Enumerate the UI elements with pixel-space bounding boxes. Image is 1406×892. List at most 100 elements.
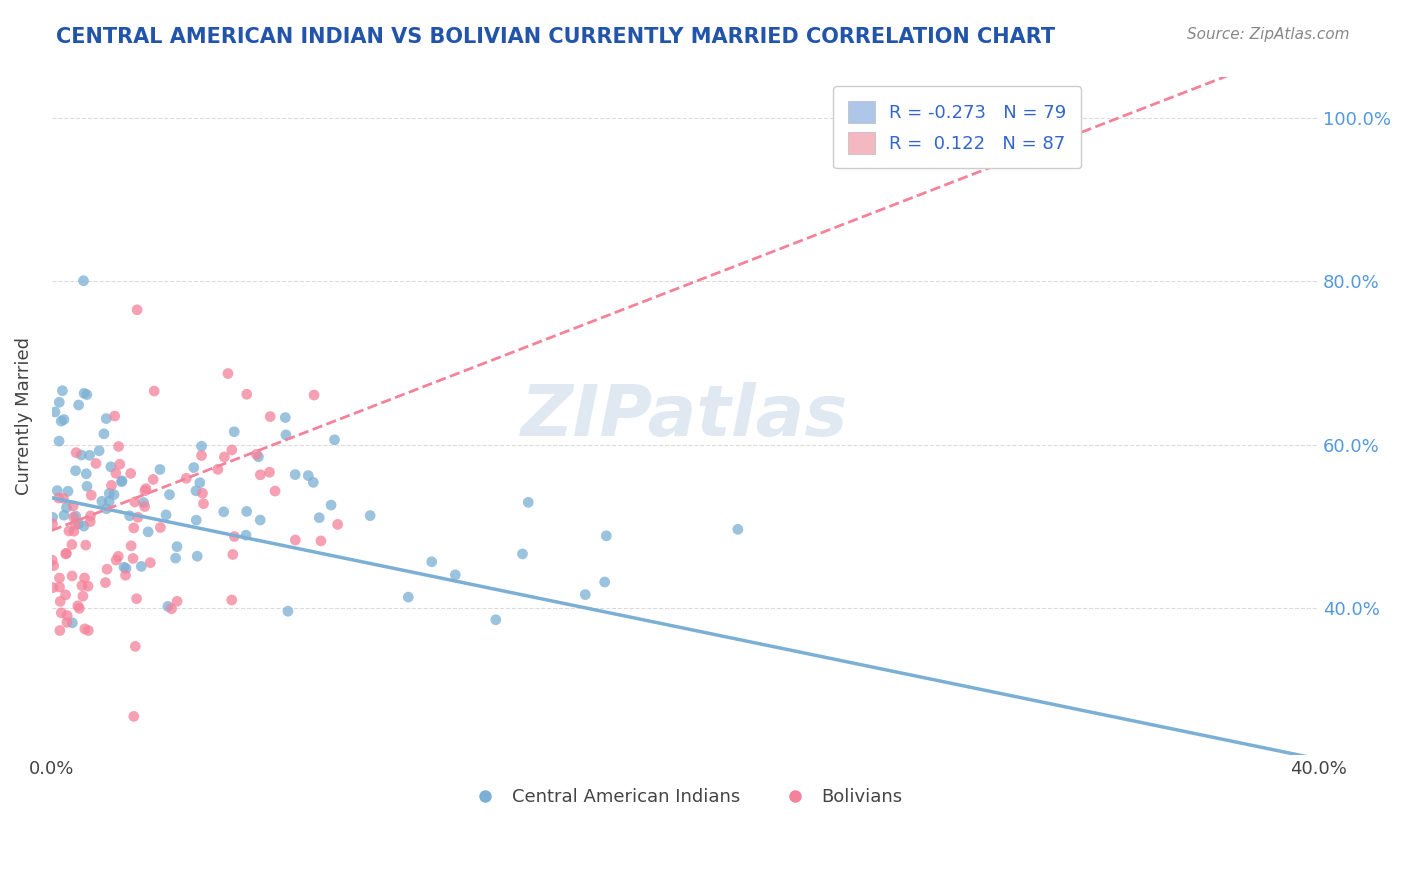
Point [212, 505, 235, 519]
Point [259, 409, 281, 424]
Point [264, 483, 287, 498]
Point [67, 398, 90, 412]
Point [136, 524, 159, 539]
Point [593, 574, 616, 589]
Point [60, 537, 83, 551]
Point [89, 443, 111, 458]
Point [65, 509, 87, 524]
Point [319, 498, 342, 512]
Point [207, 462, 229, 476]
Point [188, 475, 211, 490]
Point [149, 520, 172, 534]
Legend: Central American Indians, Bolivians: Central American Indians, Bolivians [460, 781, 910, 814]
Point [55, 547, 77, 561]
Point [96, 501, 118, 516]
Point [166, 540, 188, 554]
Point [65, 517, 87, 532]
Point [297, 468, 319, 483]
Point [186, 513, 208, 527]
Point [124, 640, 146, 654]
Point [111, 474, 134, 488]
Point [58, 524, 80, 538]
Point [56, 608, 79, 623]
Point [122, 709, 145, 723]
Point [79, 508, 101, 523]
Point [73, 519, 96, 533]
Point [132, 495, 155, 509]
Point [76, 387, 98, 401]
Point [190, 439, 212, 453]
Point [41, 516, 63, 531]
Point [55, 500, 77, 515]
Point [259, 465, 281, 479]
Point [84, 457, 107, 471]
Point [224, 529, 246, 543]
Point [55, 546, 77, 560]
Text: ZIPatlas: ZIPatlas [522, 382, 849, 450]
Point [70, 578, 93, 592]
Point [183, 460, 205, 475]
Point [77, 624, 100, 638]
Point [60, 569, 83, 583]
Point [93, 426, 115, 441]
Point [135, 482, 157, 496]
Point [79, 448, 101, 462]
Point [129, 559, 152, 574]
Point [122, 521, 145, 535]
Point [105, 553, 128, 567]
Point [108, 457, 131, 471]
Point [309, 533, 332, 548]
Point [63, 524, 86, 539]
Point [120, 467, 142, 481]
Point [125, 591, 148, 606]
Point [184, 483, 207, 498]
Point [224, 425, 246, 439]
Point [51, 606, 73, 620]
Text: CENTRAL AMERICAN INDIAN VS BOLIVIAN CURRENTLY MARRIED CORRELATION CHART: CENTRAL AMERICAN INDIAN VS BOLIVIAN CURR… [56, 27, 1056, 46]
Point [247, 450, 270, 464]
Point [65, 464, 87, 478]
Point [42, 581, 65, 595]
Point [134, 500, 156, 514]
Point [79, 515, 101, 529]
Point [49, 594, 72, 608]
Point [156, 599, 179, 614]
Point [149, 462, 172, 476]
Point [107, 549, 129, 564]
Point [420, 555, 443, 569]
Point [98, 494, 121, 508]
Point [100, 478, 122, 492]
Point [277, 604, 299, 618]
Point [112, 560, 135, 574]
Point [94, 575, 117, 590]
Point [48, 571, 70, 585]
Point [104, 409, 127, 423]
Point [48, 434, 70, 449]
Point [107, 440, 129, 454]
Point [103, 487, 125, 501]
Point [727, 522, 749, 536]
Point [53, 508, 76, 523]
Point [274, 410, 297, 425]
Point [52, 412, 75, 426]
Point [51, 414, 73, 428]
Point [96, 562, 118, 576]
Point [115, 561, 138, 575]
Point [359, 508, 381, 523]
Point [76, 479, 98, 493]
Point [191, 486, 214, 500]
Point [104, 467, 127, 481]
Point [98, 486, 121, 500]
Point [42, 558, 65, 573]
Point [142, 472, 165, 486]
Point [143, 384, 166, 398]
Point [221, 593, 243, 607]
Point [222, 548, 245, 562]
Point [127, 302, 149, 317]
Point [49, 624, 72, 638]
Point [139, 556, 162, 570]
Point [118, 508, 141, 523]
Point [65, 445, 87, 459]
Point [214, 450, 236, 464]
Point [124, 495, 146, 509]
